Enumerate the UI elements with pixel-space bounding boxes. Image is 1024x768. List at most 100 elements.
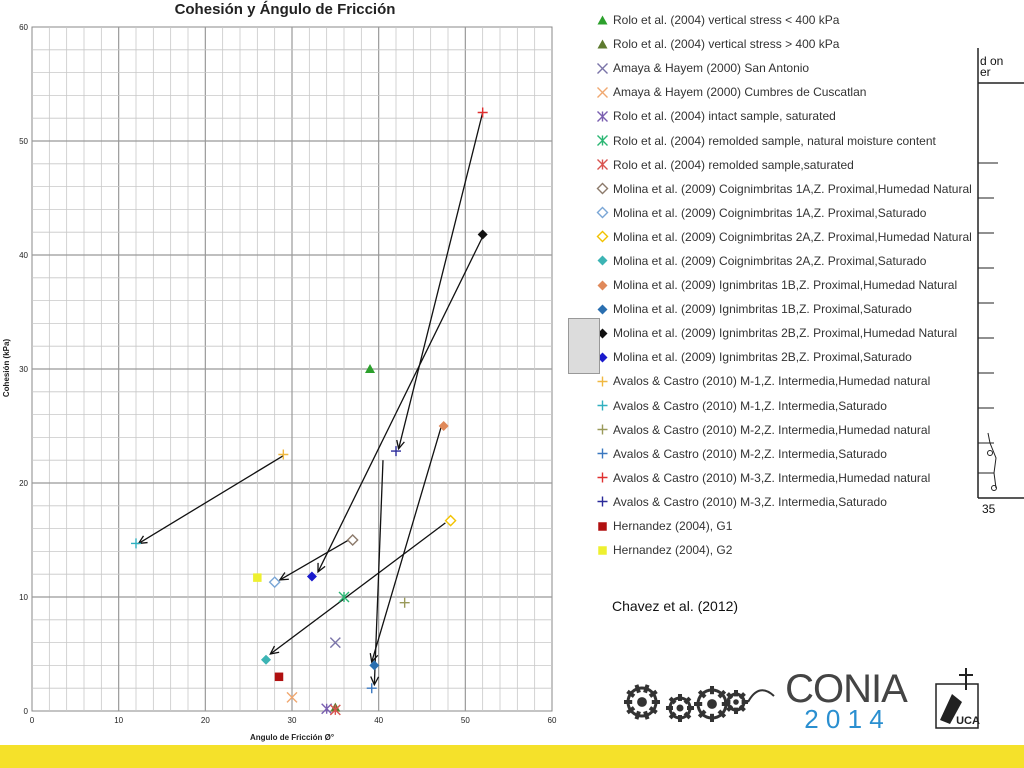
legend-marker-icon [597,159,608,171]
legend-label: Amaya & Hayem (2000) San Antonio [613,61,810,76]
legend: Rolo et al. (2004) vertical stress < 400… [596,8,986,562]
legend-item: Molina et al. (2009) Coignimbritas 1A,Z.… [596,177,986,201]
data-point [131,538,141,549]
gray-box [568,318,600,374]
arrow [269,522,446,655]
x-tick-label: 30 [288,716,297,725]
y-tick-label: 0 [24,707,29,716]
legend-marker-icon [597,62,608,74]
data-point [253,573,262,582]
legend-label: Hernandez (2004), G1 [613,519,733,534]
y-tick-label: 40 [19,251,28,260]
data-point [329,637,341,649]
logo-badge-text: UCA [956,715,980,727]
legend-label: Molina et al. (2009) Ignimbritas 2B,Z. P… [613,350,912,365]
data-point [278,449,289,460]
legend-item: Molina et al. (2009) Ignimbritas 1B,Z. P… [596,273,986,297]
legend-label: Rolo et al. (2004) vertical stress > 400… [613,37,840,52]
legend-marker-icon [598,521,607,531]
legend-item: Rolo et al. (2004) vertical stress > 400… [596,32,986,56]
arrows [137,112,484,687]
data-point [399,597,410,608]
data-point [369,660,380,671]
legend-label: Hernandez (2004), G2 [613,543,733,558]
data-point [274,672,284,682]
data-point [268,576,281,589]
legend-marker-icon [597,376,608,387]
tick-labels: 0 10 20 30 40 50 60 0 10 20 30 40 50 60 [19,23,557,725]
legend-marker-icon [596,230,609,243]
legend-marker-icon [597,496,608,507]
data-point [366,683,377,694]
legend-marker-icon [597,328,608,339]
legend-label: Avalos & Castro (2010) M-2,Z. Intermedia… [613,446,887,461]
legend-item: Molina et al. (2009) Ignimbritas 2B,Z. P… [596,345,986,369]
logo-swirl [747,689,775,703]
legend-label: Rolo et al. (2004) remolded sample,satur… [613,157,854,172]
x-tick-label: 60 [548,716,557,725]
legend-item: Amaya & Hayem (2000) Cumbres de Cuscatla… [596,80,986,104]
legend-label: Molina et al. (2009) Ignimbritas 2B,Z. P… [613,326,958,341]
data-point [444,514,457,527]
side-figure [977,48,1024,499]
legend-item: Avalos & Castro (2010) M-2,Z. Intermedia… [596,442,986,466]
legend-label: Molina et al. (2009) Coignimbritas 1A,Z.… [613,205,927,220]
legend-item: Molina et al. (2009) Ignimbritas 2B,Z. P… [596,321,986,345]
legend-item: Avalos & Castro (2010) M-2,Z. Intermedia… [596,418,986,442]
legend-item: Rolo et al. (2004) remolded sample,satur… [596,153,986,177]
chart-svg: Cohesión y Ángulo de Fricción Cohesión (… [2,1,557,742]
conia-logo: CONIA 2 0 1 4 UCA [624,667,980,732]
data-point [346,534,359,546]
legend-marker-icon [598,545,607,555]
legend-item: Amaya & Hayem (2000) San Antonio [596,56,986,80]
arrow [278,537,353,581]
legend-item: Molina et al. (2009) Coignimbritas 2A,Z.… [596,225,986,249]
data-points [131,107,488,716]
data-point [338,591,350,603]
legend-marker-icon [597,280,608,291]
data-point [286,691,298,703]
scatter-chart: Cohesión y Ángulo de Fricción Cohesión (… [2,1,557,742]
y-axis-label: Cohesión (kPa) [2,339,11,398]
legend-label: Amaya & Hayem (2000) Cumbres de Cuscatla… [613,85,867,100]
legend-item: Molina et al. (2009) Coignimbritas 1A,Z.… [596,201,986,225]
gear-icons [624,684,775,722]
legend-label: Avalos & Castro (2010) M-3,Z. Intermedia… [613,494,887,509]
legend-marker-icon [596,182,609,195]
legend-label: Molina et al. (2009) Ignimbritas 1B,Z. P… [613,278,958,293]
legend-label: Avalos & Castro (2010) M-1,Z. Intermedia… [613,374,931,389]
legend-item: Hernandez (2004), G1 [596,514,986,538]
legend-marker-icon [597,472,608,483]
legend-item: Avalos & Castro (2010) M-3,Z. Intermedia… [596,490,986,514]
logo-year: 2 0 1 4 [804,704,884,732]
bottom-bar [0,745,1024,768]
legend-label: Avalos & Castro (2010) M-2,Z. Intermedia… [613,422,931,437]
legend-marker-icon [597,39,608,49]
gear-icon [666,694,694,722]
y-tick-label: 10 [19,593,28,602]
grid [31,26,553,712]
legend-marker-icon [597,135,608,147]
data-point [329,704,341,716]
legend-marker-icon [597,255,608,266]
logo-text: CONIA [785,667,908,711]
legend-marker-icon [596,206,609,219]
legend-label: Rolo et al. (2004) intact sample, satura… [613,109,836,124]
legend-label: Rolo et al. (2004) remolded sample, natu… [613,133,936,148]
legend-label: Molina et al. (2009) Ignimbritas 1B,Z. P… [613,302,912,317]
legend-item: Molina et al. (2009) Coignimbritas 2A,Z.… [596,249,986,273]
y-tick-label: 30 [19,365,28,374]
legend-item: Avalos & Castro (2010) M-3,Z. Intermedia… [596,466,986,490]
arrow [317,236,484,574]
data-point [438,421,449,431]
y-tick-label: 50 [19,137,28,146]
legend-item: Rolo et al. (2004) vertical stress < 400… [596,8,986,32]
arrow [396,112,484,451]
x-tick-label: 50 [461,716,470,725]
legend-item: Rolo et al. (2004) remolded sample, natu… [596,128,986,152]
legend-marker-icon [597,400,608,411]
chart-title: Cohesión y Ángulo de Fricción [175,1,396,18]
data-point [477,107,488,118]
legend-item: Molina et al. (2009) Ignimbritas 1B,Z. P… [596,297,986,321]
y-tick-label: 60 [19,23,28,32]
